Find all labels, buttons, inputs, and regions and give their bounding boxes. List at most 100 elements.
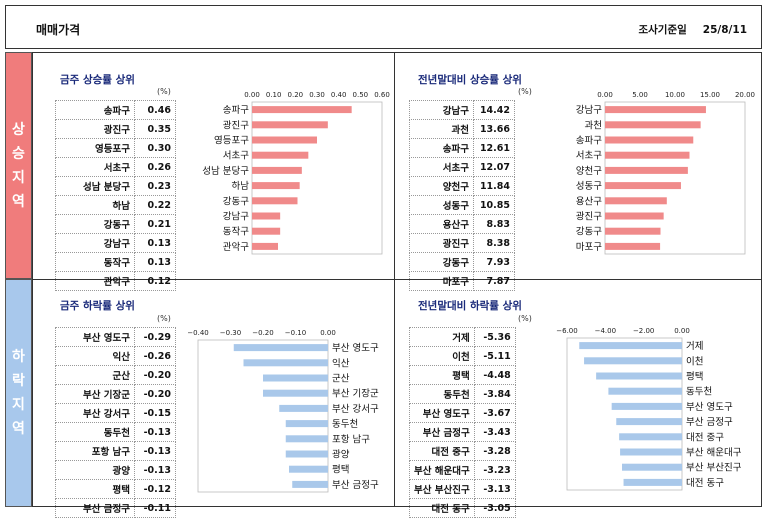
region-name: 강남구 <box>55 233 135 253</box>
table-row: 강남구 0.13 <box>55 233 176 253</box>
bar <box>584 357 682 365</box>
change-rate: -0.12 <box>134 479 176 499</box>
table-row: 평택 -0.12 <box>55 479 176 499</box>
region-name: 용산구 <box>409 214 474 234</box>
category-label: 광양 <box>332 449 350 461</box>
category-label: 부산 해운대구 <box>686 447 742 459</box>
category-label: 평택 <box>686 372 703 383</box>
category-label: 부산 영도구 <box>686 402 733 413</box>
change-rate: -0.13 <box>134 441 176 461</box>
plot-area <box>566 337 683 491</box>
region-name: 부산 기장군 <box>55 384 135 404</box>
bar <box>289 465 328 473</box>
chart-weekly-rise: 0.00 0.10 0.20 0.30 0.40 0.50 0.60 송파구광진구영등포구서초… <box>202 91 390 255</box>
region-name: 군산 <box>55 365 135 385</box>
table-row: 부산 강서구 -0.15 <box>55 403 176 423</box>
survey-date: 조사기준일 25/8/11 <box>622 22 747 37</box>
change-rate: -0.13 <box>134 422 176 442</box>
table-row: 부산 금정구 -3.43 <box>409 422 516 442</box>
table-row: 대전 중구 -3.28 <box>409 441 516 461</box>
x-tick-label: 0.10 <box>266 91 282 99</box>
change-rate: -3.23 <box>473 460 516 480</box>
x-tick-label: −4.00 <box>595 327 616 335</box>
region-name: 부산 영도구 <box>409 403 475 423</box>
region-name: 익산 <box>55 346 135 366</box>
category-label: 관악구 <box>223 241 249 253</box>
region-name: 하남 <box>55 195 135 215</box>
region-name: 부산 금정구 <box>55 498 135 518</box>
bar <box>605 166 688 174</box>
x-tick-label: −0.40 <box>188 329 209 337</box>
region-name: 관악구 <box>55 271 135 291</box>
bar <box>285 420 328 428</box>
unit-label: (%) <box>157 87 171 96</box>
x-tick-label: −0.20 <box>252 329 273 337</box>
rank-table-ytd-fall: 거제 -5.36 이천 -5.11 평택 -4.48 동두천 -3.84 부산 영도구 -3.67… <box>409 327 516 518</box>
change-rate: 0.26 <box>134 157 176 177</box>
change-rate: 12.07 <box>473 157 515 177</box>
category-label: 동두천 <box>332 419 358 430</box>
bar <box>263 389 328 397</box>
table-row: 동두천 -0.13 <box>55 422 176 442</box>
change-rate: 12.61 <box>473 138 515 158</box>
table-row: 부산 기장군 -0.20 <box>55 384 176 404</box>
bar <box>279 404 328 412</box>
bar <box>252 182 300 190</box>
side-label-char: 승 <box>12 145 25 162</box>
change-rate: -0.29 <box>134 327 176 347</box>
change-rate: 0.35 <box>134 119 176 139</box>
region-name: 대전 동구 <box>409 498 475 518</box>
change-rate: 10.85 <box>473 195 515 215</box>
region-name: 광진구 <box>409 233 474 253</box>
change-rate: -0.13 <box>134 460 176 480</box>
bar <box>263 374 328 382</box>
category-label: 서초구 <box>223 151 249 162</box>
rank-table-weekly-rise: 송파구 0.46 광진구 0.35 영등포구 0.30 서초구 0.26 성남 분당구 0.23 하… <box>55 100 176 291</box>
category-label: 부산 강서구 <box>332 404 379 415</box>
table-row: 동두천 -3.84 <box>409 384 516 404</box>
change-rate: -3.67 <box>473 403 516 423</box>
change-rate: 13.66 <box>473 119 515 139</box>
region-name: 송파구 <box>55 100 135 120</box>
bar <box>605 197 667 205</box>
chart-ytd-rise: 0.00 5.00 10.00 15.00 20.00 강남구과천송파구서초구양천구성동구… <box>576 91 755 255</box>
bar <box>605 136 694 144</box>
region-name: 광양 <box>55 460 135 480</box>
category-label: 군산 <box>332 374 350 385</box>
category-label: 강남구 <box>576 105 602 116</box>
table-row: 포항 남구 -0.13 <box>55 441 176 461</box>
change-rate: -0.26 <box>134 346 176 366</box>
plot-area <box>604 101 746 255</box>
change-rate: -5.11 <box>473 346 516 366</box>
table-row: 강남구 14.42 <box>409 100 515 120</box>
table-row: 강동구 7.93 <box>409 252 515 272</box>
region-name: 과천 <box>409 119 474 139</box>
change-rate: 14.42 <box>473 100 515 120</box>
side-label-char: 하 <box>12 349 25 365</box>
bar <box>252 136 317 144</box>
survey-date-value: 25/8/11 <box>702 24 747 36</box>
change-rate: -3.43 <box>473 422 516 442</box>
change-rate: 0.13 <box>134 233 176 253</box>
bar <box>252 197 298 205</box>
change-rate: 7.93 <box>473 252 515 272</box>
change-rate: -0.11 <box>134 498 176 518</box>
change-rate: 0.46 <box>134 100 176 120</box>
x-tick-label: −0.10 <box>285 329 306 337</box>
bar <box>608 387 682 395</box>
table-row: 양천구 11.84 <box>409 176 515 196</box>
category-label: 강동구 <box>223 196 249 207</box>
x-tick-label: 10.00 <box>665 91 685 99</box>
bar <box>252 151 309 159</box>
bar <box>611 402 682 410</box>
bar <box>252 227 281 235</box>
x-tick-label: 0.00 <box>674 327 690 335</box>
category-label: 성동구 <box>576 181 602 192</box>
panel-title-ytd-fall: 전년말대비 하락률 상위 <box>418 300 522 312</box>
change-rate: -3.28 <box>473 441 516 461</box>
side-label-char: 역 <box>12 421 25 437</box>
x-tick-label: −0.30 <box>220 329 241 337</box>
table-row: 광진구 0.35 <box>55 119 176 139</box>
table-row: 동작구 0.13 <box>55 252 176 272</box>
region-name: 평택 <box>409 365 475 385</box>
